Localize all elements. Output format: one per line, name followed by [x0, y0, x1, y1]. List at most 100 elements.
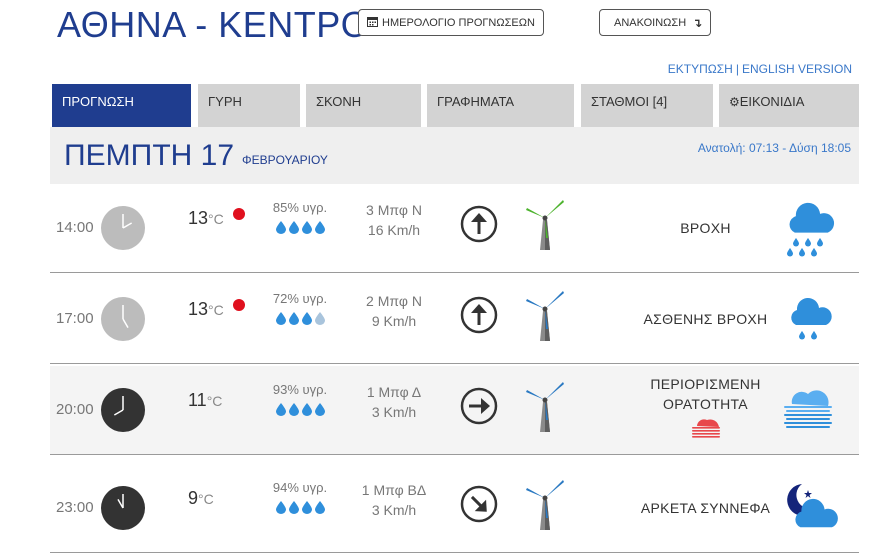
- day-header: ΠΕΜΠΤΗ 17 ΦΕΒΡΟΥΑΡΙΟΥ Ανατολή: 07:13 - Δ…: [50, 127, 859, 184]
- water-drop-icon: [314, 403, 325, 419]
- wind: 2 Μπφ Ν 9 Km/h: [360, 291, 428, 331]
- announcement-button[interactable]: ΑΝΑΚΟΙΝΩΣΗ ↴: [599, 9, 712, 36]
- humidity: 93% υγρ.: [268, 382, 332, 419]
- forecast-calendar-button[interactable]: ΗΜΕΡΟΛΟΓΙΟ ΠΡΟΓΝΩΣΕΩΝ: [358, 9, 544, 36]
- arrow-right-icon: [459, 386, 499, 426]
- wind-beaufort: 2 Μπφ Ν: [366, 293, 422, 309]
- rain-indicator-dot: [233, 208, 245, 220]
- tab-icons-label: ΕΙΚΟΝΙΔΙΑ: [739, 94, 805, 109]
- weather-condition-text: ΑΡΚΕΤΑ ΣΥΝΝΕΦΑ: [640, 500, 771, 516]
- print-link[interactable]: ΕΚΤΥΠΩΣΗ: [667, 62, 733, 76]
- page-title: ΑΘΗΝΑ - ΚΕΝΤΡΟ: [57, 4, 370, 45]
- temperature-value: 9: [188, 488, 199, 508]
- temperature-unit: °C: [208, 211, 224, 227]
- arrow-up-icon: [459, 204, 499, 244]
- water-drop-icon: [301, 501, 312, 517]
- wind-speed: 16 Km/h: [367, 222, 421, 238]
- water-drop-icon: [275, 501, 286, 517]
- light-rain-cloud-icon: [778, 293, 838, 349]
- humidity: 72% υγρ.: [268, 291, 332, 328]
- temperature-value: 13: [188, 299, 209, 319]
- clock-icon: [100, 387, 146, 433]
- tab-icons[interactable]: ⚙ΕΙΚΟΝΙΔΙΑ: [719, 84, 859, 127]
- wind-turbine-icon: [524, 196, 566, 252]
- forecast-time: 20:00: [56, 401, 94, 418]
- humidity-label: 85% υγρ.: [272, 200, 328, 215]
- tab-stations[interactable]: ΣΤΑΘΜΟΙ [4]: [581, 84, 713, 127]
- english-version-link[interactable]: ENGLISH VERSION: [741, 62, 852, 76]
- wind-beaufort: 1 Μπφ ΒΔ: [361, 482, 427, 498]
- forecast-time: 17:00: [56, 310, 94, 327]
- rain-cloud-icon: [778, 202, 838, 258]
- fog-warning-icon: [590, 416, 821, 443]
- humidity-label: 72% υγρ.: [272, 291, 328, 306]
- temperature-value: 11: [188, 390, 207, 410]
- water-drop-icon: [275, 221, 286, 237]
- weather-condition: ΑΡΚΕΤΑ ΣΥΝΝΕΦΑ: [590, 500, 821, 516]
- rain-indicator-dot: [233, 299, 245, 311]
- temperature-unit: °C: [206, 393, 223, 409]
- humidity-drops: [268, 312, 332, 328]
- forecast-row: 23:00 9°C 94% υγρ. 1 Μπφ ΒΔ 3 Km/h ΑΡΚΕΤΑ ΣΥΝ…: [50, 464, 859, 553]
- humidity-label: 93% υγρ.: [272, 382, 328, 397]
- tab-bar: ΠΡΟΓΝΩΣΗ ΓΥΡΗ ΣΚΟΝΗ ΓΡΑΦΗΜΑΤΑ ΣΤΑΘΜΟΙ [4…: [52, 84, 859, 127]
- humidity: 94% υγρ.: [268, 480, 332, 517]
- water-drop-icon: [288, 501, 299, 517]
- wind: 3 Μπφ Ν 16 Km/h: [360, 200, 428, 240]
- wind: 1 Μπφ Δ 3 Km/h: [360, 382, 428, 422]
- tab-dust[interactable]: ΣΚΟΝΗ: [306, 84, 421, 127]
- arrow-up-icon: [459, 295, 499, 335]
- forecast-row: 14:00 13°C 85% υγρ. 3 Μπφ Ν 16 Km/h ΒΡΟΧΗ: [50, 184, 859, 273]
- humidity-label: 94% υγρ.: [272, 480, 328, 495]
- weather-condition: ΒΡΟΧΗ: [590, 220, 821, 236]
- wind-turbine-icon: [524, 287, 566, 343]
- temperature-unit: °C: [208, 302, 224, 318]
- humidity: 85% υγρ.: [268, 200, 332, 237]
- forecast-row: 17:00 13°C 72% υγρ. 2 Μπφ Ν 9 Km/h ΑΣΘΕΝΗΣ ΒΡ…: [50, 275, 859, 364]
- wind: 1 Μπφ ΒΔ 3 Km/h: [360, 480, 428, 520]
- water-drop-icon: [314, 312, 325, 328]
- humidity-drops: [268, 403, 332, 419]
- day-name: ΠΕΜΠΤΗ 17: [64, 139, 235, 172]
- water-drop-icon: [314, 501, 325, 517]
- night-cloud-icon: [778, 482, 838, 538]
- weather-condition-text: ΠΕΡΙΟΡΙΣΜΕΝΗ ΟΡΑΤΟΤΗΤΑ: [650, 376, 761, 412]
- wind-turbine-icon: [524, 378, 566, 434]
- clock-icon: [100, 205, 146, 251]
- calendar-icon: [367, 16, 378, 30]
- temperature: 13°C: [188, 208, 224, 229]
- forecast-row: 20:00 11°C 93% υγρ. 1 Μπφ Δ 3 Km/h ΠΕΡΙΟΡΙΣΜΕ…: [50, 366, 859, 455]
- arrow-down-right-icon: [459, 484, 499, 524]
- sunrise-sunset: Ανατολή: 07:13 - Δύση 18:05: [697, 141, 851, 155]
- water-drop-icon: [314, 221, 325, 237]
- water-drop-icon: [275, 312, 286, 328]
- day-month: ΦΕΒΡΟΥΑΡΙΟΥ: [242, 153, 328, 167]
- temperature-unit: °C: [198, 491, 214, 507]
- tab-charts[interactable]: ΓΡΑΦΗΜΑΤΑ: [427, 84, 574, 127]
- temperature: 11°C: [188, 390, 222, 411]
- announcement-label: ΑΝΑΚΟΙΝΩΣΗ: [614, 16, 687, 29]
- forecast-calendar-label: ΗΜΕΡΟΛΟΓΙΟ ΠΡΟΓΝΩΣΕΩΝ: [382, 16, 535, 29]
- gear-icon: ⚙: [729, 95, 740, 109]
- wind-speed: 3 Km/h: [371, 404, 417, 420]
- wind-beaufort: 1 Μπφ Δ: [366, 384, 422, 400]
- wind-beaufort: 3 Μπφ Ν: [366, 202, 422, 218]
- top-links: ΕΚΤΥΠΩΣΗ | ENGLISH VERSION: [668, 62, 852, 76]
- forecast-time: 23:00: [56, 499, 94, 516]
- humidity-drops: [268, 501, 332, 517]
- water-drop-icon: [301, 221, 312, 237]
- wind-speed: 3 Km/h: [371, 502, 417, 518]
- water-drop-icon: [275, 403, 286, 419]
- water-drop-icon: [301, 312, 312, 328]
- water-drop-icon: [288, 403, 299, 419]
- weather-condition-text: ΒΡΟΧΗ: [680, 220, 731, 236]
- clock-icon: [100, 296, 146, 342]
- tab-pollen[interactable]: ΓΥΡΗ: [198, 84, 300, 127]
- water-drop-icon: [288, 221, 299, 237]
- weather-condition: ΠΕΡΙΟΡΙΣΜΕΝΗ ΟΡΑΤΟΤΗΤΑ: [590, 374, 821, 443]
- water-drop-icon: [301, 403, 312, 419]
- temperature-value: 13: [188, 208, 209, 228]
- forecast-time: 14:00: [56, 219, 94, 236]
- tab-forecast[interactable]: ΠΡΟΓΝΩΣΗ: [52, 84, 191, 127]
- humidity-drops: [268, 221, 332, 237]
